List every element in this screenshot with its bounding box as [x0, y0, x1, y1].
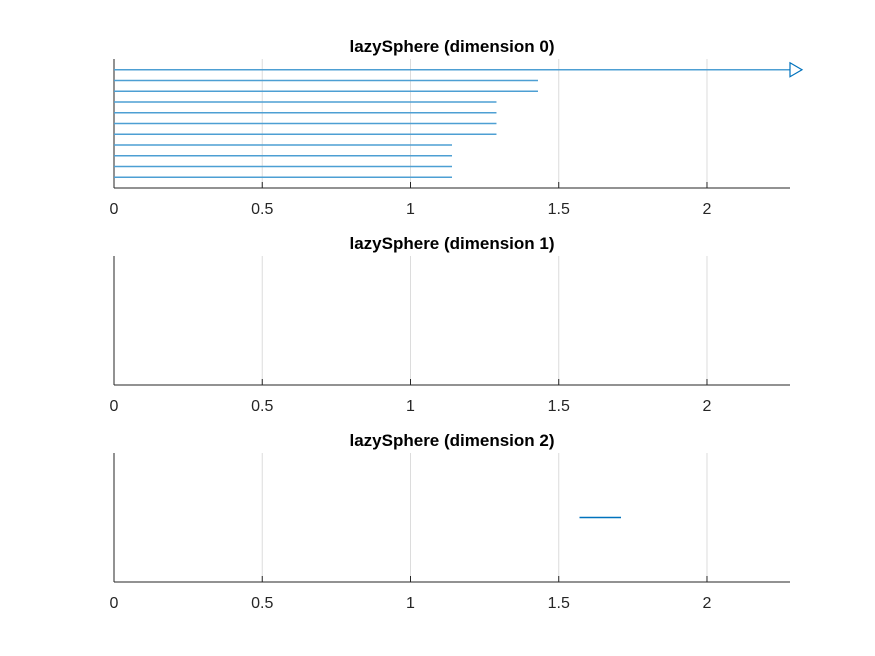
x-tick-label-0-3: 1.5: [548, 201, 570, 218]
x-tick-label-1-0: 0: [110, 398, 119, 415]
x-tick-label-2-4: 2: [703, 595, 712, 612]
x-tick-label-1-2: 1: [406, 398, 415, 415]
x-tick-label-2-0: 0: [110, 595, 119, 612]
x-tick-label-0-0: 0: [110, 201, 119, 218]
chart-title-1: lazySphere (dimension 1): [350, 234, 555, 253]
x-tick-label-1-3: 1.5: [548, 398, 570, 415]
x-tick-label-0-4: 2: [703, 201, 712, 218]
x-tick-label-2-1: 0.5: [251, 595, 273, 612]
x-tick-label-1-4: 2: [703, 398, 712, 415]
chart-title-2: lazySphere (dimension 2): [350, 431, 555, 450]
x-tick-label-0-2: 1: [406, 201, 415, 218]
x-tick-label-2-2: 1: [406, 595, 415, 612]
x-tick-label-1-1: 0.5: [251, 398, 273, 415]
chart-title-0: lazySphere (dimension 0): [350, 37, 555, 56]
infinite-arrow-icon: [789, 61, 804, 78]
x-tick-label-2-3: 1.5: [548, 595, 570, 612]
x-tick-label-0-1: 0.5: [251, 201, 273, 218]
